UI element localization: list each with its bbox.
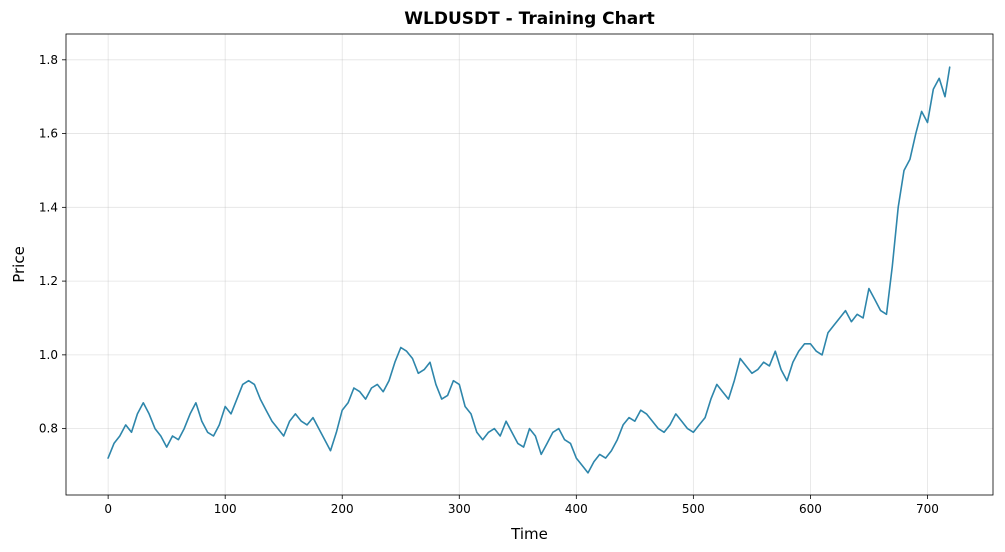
x-tick-label: 200 [331,502,354,516]
y-tick-label: 1.8 [39,53,58,67]
price-series-line [107,66,951,474]
y-tick-label: 1.2 [39,274,58,288]
y-tick-label: 1.6 [39,127,58,141]
y-tick-label: 0.8 [39,422,58,436]
x-tick-label: 100 [214,502,237,516]
x-tick-label: 300 [448,502,471,516]
chart-title: WLDUSDT - Training Chart [404,9,654,29]
x-tick-label: 700 [916,502,939,516]
y-tick-label: 1.4 [39,200,58,214]
x-tick-label: 400 [565,502,588,516]
y-tick-label: 1.0 [39,348,58,362]
plot-frame [65,33,994,496]
ticks-layer: 0 100 200 300 400 500 600 700 0.8 1.0 1.2 1.4 1.6 1.8 [39,53,939,516]
grid-layer [66,34,993,495]
x-tick-label: 0 [104,502,112,516]
x-axis-title: Time [510,525,548,543]
series-layer [107,66,951,474]
y-axis-title: Price [10,246,28,283]
x-tick-label: 600 [799,502,822,516]
x-tick-label: 500 [682,502,705,516]
